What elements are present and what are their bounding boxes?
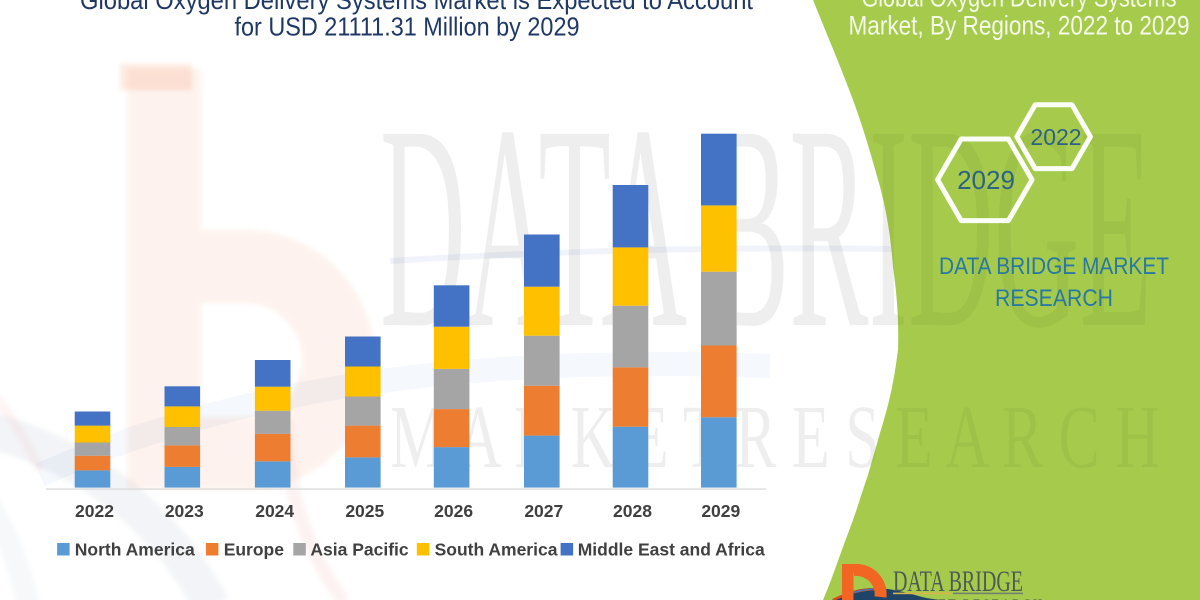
svg-text:South America: South America — [435, 540, 558, 560]
svg-text:2029: 2029 — [701, 501, 740, 521]
svg-text:Global Oxygen Delivery Systems: Global Oxygen Delivery Systems Market is… — [80, 0, 754, 15]
svg-text:2022: 2022 — [75, 501, 114, 521]
svg-text:2027: 2027 — [524, 501, 563, 521]
svg-text:RESEARCH: RESEARCH — [995, 285, 1113, 312]
svg-text:2025: 2025 — [345, 501, 384, 521]
svg-text:2029: 2029 — [957, 165, 1015, 195]
svg-text:for USD 21111.31 Million by 20: for USD 21111.31 Million by 2029 — [235, 12, 580, 42]
svg-text:MARKET RESEARCH: MARKET RESEARCH — [893, 597, 1044, 600]
svg-text:2024: 2024 — [255, 501, 294, 521]
svg-text:DATA BRIDGE: DATA BRIDGE — [893, 565, 1023, 598]
svg-text:Market, By Regions, 2022 to 20: Market, By Regions, 2022 to 2029 — [849, 11, 1190, 41]
svg-text:2026: 2026 — [434, 501, 473, 521]
svg-text:2022: 2022 — [1030, 124, 1081, 150]
svg-text:Asia Pacific: Asia Pacific — [310, 540, 409, 560]
svg-text:2028: 2028 — [613, 501, 652, 521]
svg-text:North America: North America — [75, 540, 195, 560]
svg-text:Middle East and Africa: Middle East and Africa — [578, 540, 765, 560]
svg-text:2023: 2023 — [165, 501, 204, 521]
svg-text:DATA BRIDGE MARKET: DATA BRIDGE MARKET — [939, 253, 1169, 280]
svg-text:Europe: Europe — [224, 540, 285, 560]
svg-text:Global Oxygen Delivery Systems: Global Oxygen Delivery Systems — [862, 0, 1177, 13]
